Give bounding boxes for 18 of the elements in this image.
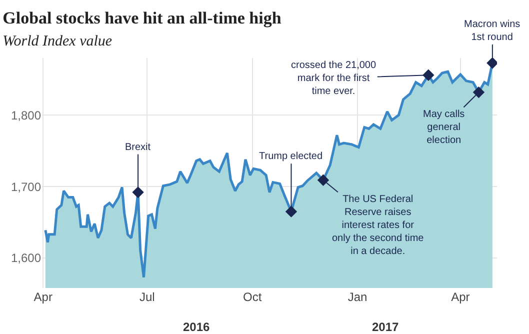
annotation: Trump elected [259,151,323,162]
annotation: crossed the 21,000 mark for the first time ever. [291,60,376,97]
chart-subtitle: World Index value [2,33,112,50]
annotation: The US Federal Reserve raises interest rates for only the second time in a decade. [332,194,424,257]
chart-title: Global stocks have hit an all-time high [2,8,282,28]
x-tick-label: Apr [34,290,52,304]
text: 2017 [372,320,400,334]
annotation: Brexit [125,142,151,153]
annotation: Macron wins 1st round [464,19,520,43]
y-tick-label: 1,700 [10,180,42,194]
x-tick-label: Jan [348,290,368,304]
x-tick-label: Jul [140,290,155,304]
text: 2016 [183,320,210,334]
annotation: May calls general election [423,109,465,146]
x-tick-label: Apr [451,290,470,304]
x-tick-label: Oct [243,290,262,304]
y-tick-label: 1,800 [10,108,42,122]
y-tick-label: 1,600 [10,251,42,266]
